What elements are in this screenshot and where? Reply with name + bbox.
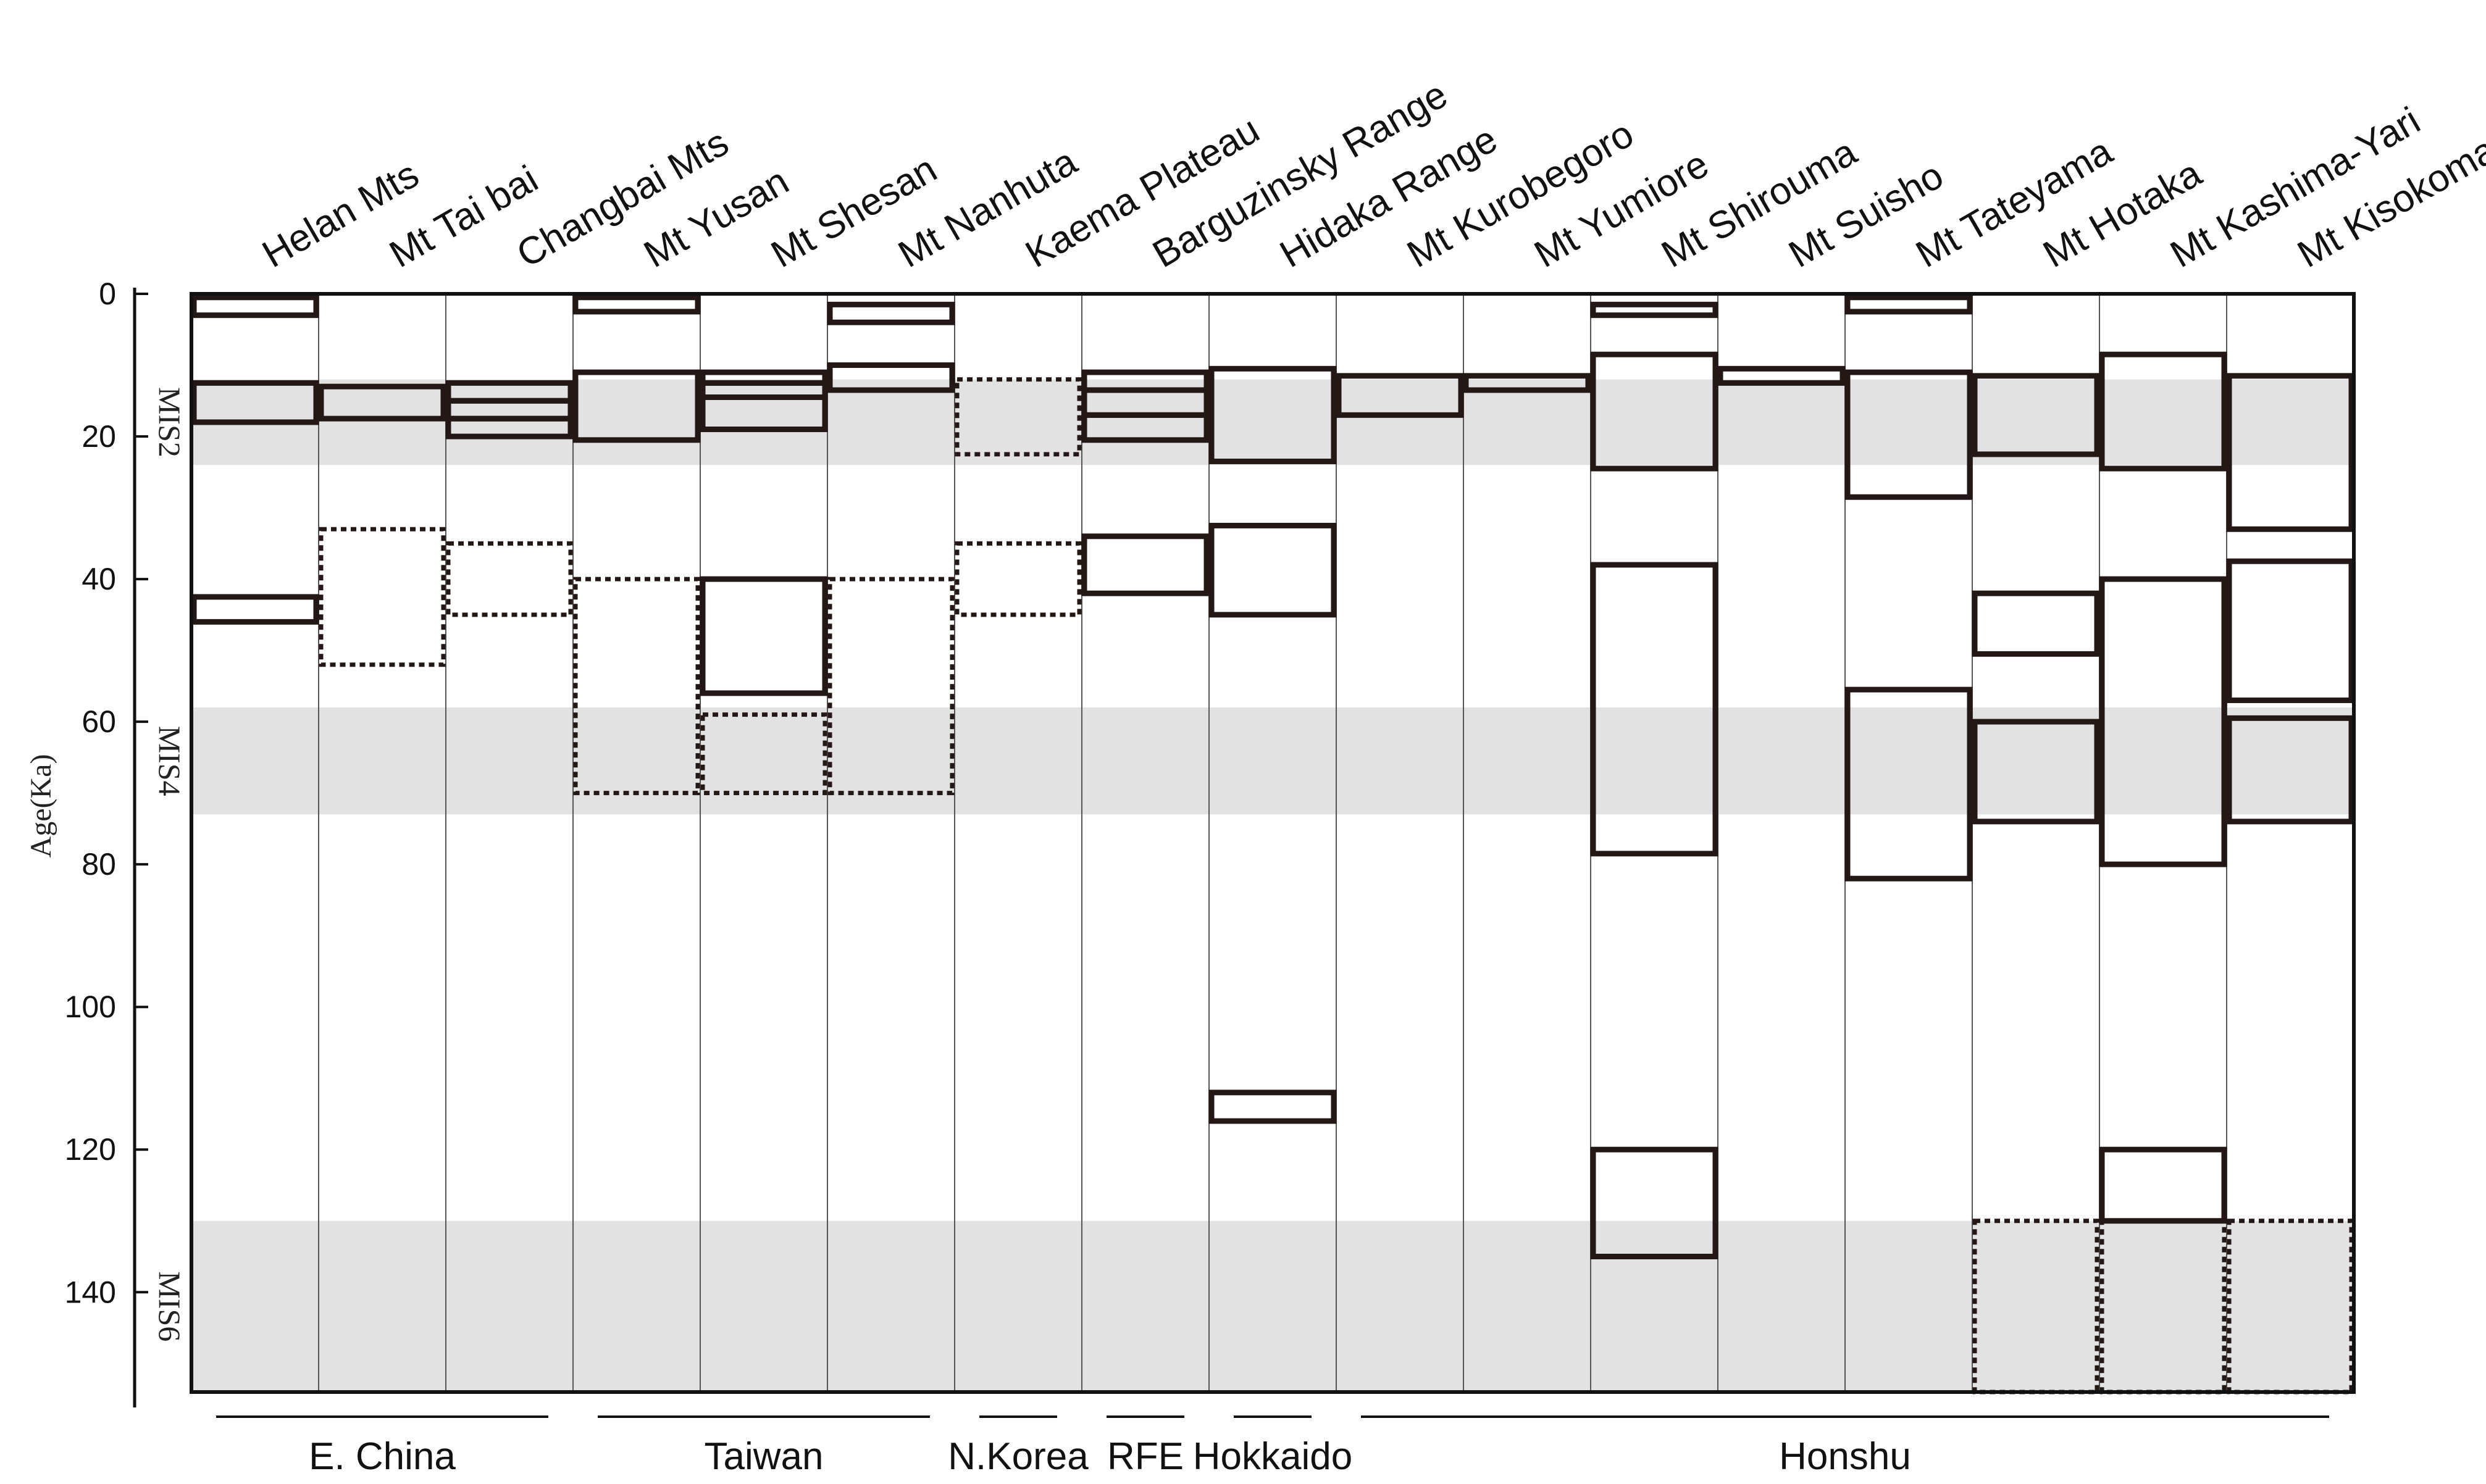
solid-box-15-1 <box>2099 576 2227 867</box>
mis-label-1: MIS2 <box>153 387 187 457</box>
solid-box-14-2 <box>1972 719 2100 825</box>
solid-box-13-0 <box>1844 294 1973 315</box>
y-tick-label-120: 120 <box>65 1132 116 1167</box>
region-label-1: Taiwan <box>705 1435 824 1478</box>
solid-box-16-2 <box>2226 715 2354 825</box>
solid-box-14-1 <box>1972 590 2100 657</box>
solid-box-13-2 <box>1844 686 1973 882</box>
mis-label-2: MIS4 <box>153 726 187 796</box>
solid-box-3-1 <box>572 369 701 443</box>
dotted-box-3-2 <box>573 577 700 796</box>
solid-box-7-2 <box>1081 412 1210 443</box>
dotted-box-5-2 <box>827 577 955 796</box>
plot-frame <box>190 292 2356 1394</box>
solid-box-16-0 <box>2226 373 2354 532</box>
region-label-4: Hokkaido <box>1193 1435 1352 1478</box>
mis-band-1 <box>191 379 2354 465</box>
solid-box-14-0 <box>1972 373 2100 457</box>
dotted-box-4-4 <box>700 712 827 796</box>
solid-box-8-0 <box>1208 365 1337 464</box>
y-tick-label-20: 20 <box>82 419 116 454</box>
solid-box-11-2 <box>1590 562 1718 857</box>
dotted-box-2-3 <box>446 541 573 617</box>
dotted-box-16-3 <box>2227 1219 2354 1394</box>
solid-box-12-0 <box>1717 365 1846 386</box>
glacial-boxes <box>191 294 2354 1394</box>
solid-box-16-1 <box>2226 558 2354 703</box>
mis-label-3: MIS6 <box>153 1271 187 1341</box>
mis-band-2 <box>191 707 2354 815</box>
solid-box-8-2 <box>1208 1090 1337 1124</box>
solid-box-10-0 <box>1463 373 1591 393</box>
solid-box-8-1 <box>1208 522 1337 618</box>
solid-box-2-2 <box>445 415 574 440</box>
solid-box-0-1 <box>191 380 319 425</box>
mis-bands <box>191 379 2354 1392</box>
y-tick-label-60: 60 <box>82 704 116 739</box>
solid-box-1-0 <box>318 383 446 422</box>
region-groups: E. China Taiwan N.Korea RFE Hokkaido Honshu <box>216 1415 2329 1478</box>
dotted-box-15-3 <box>2099 1219 2227 1394</box>
solid-box-4-2 <box>700 394 828 432</box>
solid-box-11-3 <box>1590 1146 1718 1260</box>
dotted-box-14-3 <box>1972 1219 2099 1394</box>
y-tick-label-140: 140 <box>65 1275 116 1309</box>
solid-box-4-3 <box>700 576 828 696</box>
region-label-0: E. China <box>309 1435 456 1478</box>
solid-box-7-3 <box>1081 533 1210 596</box>
solid-box-9-0 <box>1336 373 1464 418</box>
solid-box-13-1 <box>1844 369 1973 500</box>
solid-box-5-0 <box>827 301 955 325</box>
y-axis-title: Age(Ka) <box>25 754 57 858</box>
mis-band-3 <box>191 1220 2354 1392</box>
region-label-5: Honshu <box>1779 1435 1911 1478</box>
solid-box-0-2 <box>191 594 319 625</box>
solid-box-11-1 <box>1590 351 1718 472</box>
solid-box-3-0 <box>572 294 701 315</box>
dotted-box-1-1 <box>319 527 446 667</box>
solid-box-11-0 <box>1590 301 1718 319</box>
dotted-box-6-1 <box>955 541 1082 617</box>
region-label-3: RFE <box>1107 1435 1184 1478</box>
dotted-box-6-0 <box>955 377 1082 457</box>
y-tick-label-100: 100 <box>65 990 116 1024</box>
y-tick-label-0: 0 <box>99 277 116 311</box>
solid-box-0-0 <box>191 294 319 319</box>
column-label-2: Changbai Mts <box>510 121 736 276</box>
region-label-2: N.Korea <box>948 1435 1089 1478</box>
solid-box-5-1 <box>827 362 955 393</box>
solid-box-15-0 <box>2099 351 2227 472</box>
solid-box-15-2 <box>2099 1146 2227 1224</box>
y-axis: 0 20 40 60 80 100 120 140 Age(Ka) MIS2 MIS4 MIS6 <box>25 277 187 1407</box>
y-tick-label-40: 40 <box>82 562 116 596</box>
y-tick-label-80: 80 <box>82 847 116 882</box>
